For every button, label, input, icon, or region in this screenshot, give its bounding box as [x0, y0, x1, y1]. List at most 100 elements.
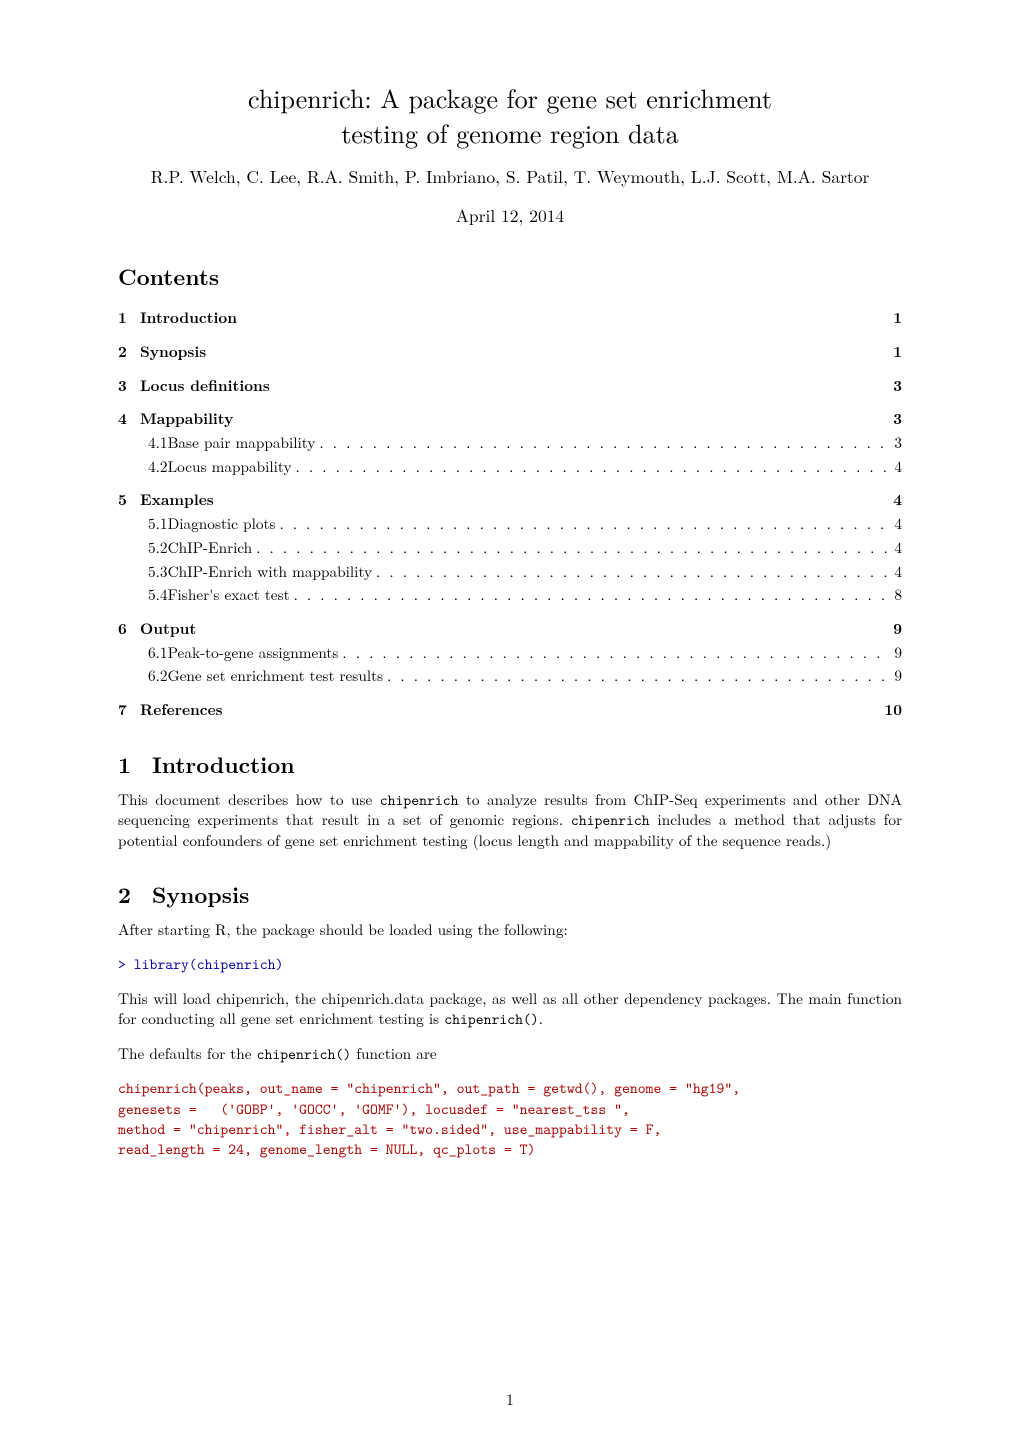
toc-subnumber: 4.2	[148, 455, 168, 479]
toc-subnumber: 6.1	[148, 641, 168, 665]
toc-page: 8	[894, 583, 902, 607]
toc-page: 4	[894, 536, 902, 560]
code-inline: chipenrich()	[444, 1009, 539, 1029]
toc-subnumber: 5.3	[148, 560, 168, 584]
toc-number: 2	[118, 340, 140, 364]
toc-leaders	[342, 641, 890, 665]
toc-row: 4 Mappability 3	[118, 407, 902, 431]
section-title: Introduction	[152, 748, 295, 780]
toc-number: 6	[118, 617, 140, 641]
toc-number: 3	[118, 374, 140, 398]
toc-leaders	[294, 583, 891, 607]
code-block-library: > library(chipenrich)	[118, 954, 902, 974]
text: .	[539, 1008, 543, 1029]
toc-label: Diagnostic plots	[168, 512, 276, 536]
toc-row: 5 Examples 4	[118, 488, 902, 512]
toc-label: Examples	[140, 488, 214, 512]
toc-row: 6.1 Peak-to-gene assignments 9	[118, 641, 902, 665]
toc-page: 4	[878, 488, 902, 512]
toc-page: 4	[894, 455, 902, 479]
toc-label: Output	[140, 617, 196, 641]
toc-row: 3 Locus definitions 3	[118, 374, 902, 398]
toc-page: 3	[894, 431, 902, 455]
toc-row: 7 References 10	[118, 698, 902, 722]
toc-section-2: 2 Synopsis 1	[118, 340, 902, 364]
section-2-heading: 2Synopsis	[118, 878, 902, 910]
toc-number: 1	[118, 306, 140, 330]
toc-page: 9	[894, 664, 902, 688]
toc-row: 5.3 ChIP-Enrich with mappability 4	[118, 560, 902, 584]
section-1-paragraph: This document describes how to use chipe…	[118, 790, 902, 852]
contents-heading: Contents	[118, 260, 902, 292]
toc-page: 10	[878, 698, 902, 722]
toc-leaders	[256, 536, 890, 560]
toc-row: 5.2 ChIP-Enrich 4	[118, 536, 902, 560]
section-2-paragraph-2: This will load chipenrich, the chipenric…	[118, 989, 902, 1030]
toc-label: Locus definitions	[140, 374, 270, 398]
toc-leaders	[279, 512, 890, 536]
toc-row: 2 Synopsis 1	[118, 340, 902, 364]
table-of-contents: 1 Introduction 1 2 Synopsis 1 3 Locus de…	[118, 306, 902, 722]
toc-label: Base pair mappability	[168, 431, 316, 455]
code-inline: chipenrich()	[257, 1044, 352, 1064]
toc-label: Introduction	[140, 306, 237, 330]
section-1-heading: 1Introduction	[118, 748, 902, 780]
toc-subnumber: 5.4	[148, 583, 168, 607]
toc-label: Synopsis	[140, 340, 206, 364]
page-number: 1	[0, 1389, 1020, 1410]
toc-label: References	[140, 698, 223, 722]
toc-number: 7	[118, 698, 140, 722]
toc-page: 1	[878, 306, 902, 330]
toc-row: 1 Introduction 1	[118, 306, 902, 330]
title-line-1: chipenrich: A package for gene set enric…	[248, 79, 772, 116]
text: This document describes how to use	[118, 789, 380, 810]
toc-row: 4.2 Locus mappability 4	[118, 455, 902, 479]
toc-row: 5.4 Fisher's exact test 8	[118, 583, 902, 607]
toc-number: 4	[118, 407, 140, 431]
text: The defaults for the	[118, 1043, 257, 1064]
toc-number: 5	[118, 488, 140, 512]
toc-section-7: 7 References 10	[118, 698, 902, 722]
toc-row: 5.1 Diagnostic plots 4	[118, 512, 902, 536]
toc-page: 3	[878, 407, 902, 431]
toc-label: ChIP-Enrich with mappability	[168, 560, 372, 584]
toc-leaders	[387, 664, 890, 688]
toc-page: 9	[878, 617, 902, 641]
code-inline: chipenrich	[380, 790, 459, 810]
toc-row: 6 Output 9	[118, 617, 902, 641]
document-title: chipenrich: A package for gene set enric…	[118, 80, 902, 150]
toc-page: 9	[894, 641, 902, 665]
code-inline: chipenrich	[571, 810, 650, 830]
toc-section-3: 3 Locus definitions 3	[118, 374, 902, 398]
section-2-paragraph-3: The defaults for the chipenrich() functi…	[118, 1044, 902, 1065]
toc-row: 6.2 Gene set enrichment test results 9	[118, 664, 902, 688]
toc-section-6: 6 Output 9 6.1 Peak-to-gene assignments …	[118, 617, 902, 688]
toc-leaders	[319, 431, 890, 455]
toc-page: 4	[894, 560, 902, 584]
page: chipenrich: A package for gene set enric…	[0, 0, 1020, 1442]
toc-page: 4	[894, 512, 902, 536]
title-line-2: testing of genome region data	[341, 114, 678, 151]
toc-page: 1	[878, 340, 902, 364]
section-title: Synopsis	[152, 878, 249, 910]
code-block-defaults: chipenrich(peaks, out_name = "chipenrich…	[118, 1078, 902, 1159]
section-number: 2	[118, 878, 152, 910]
toc-label: Fisher's exact test	[168, 583, 290, 607]
date-line: April 12, 2014	[118, 203, 902, 228]
toc-subnumber: 6.2	[148, 664, 168, 688]
toc-label: Gene set enrichment test results	[168, 664, 384, 688]
toc-section-4: 4 Mappability 3 4.1 Base pair mappabilit…	[118, 407, 902, 478]
toc-row: 4.1 Base pair mappability 3	[118, 431, 902, 455]
toc-subnumber: 4.1	[148, 431, 168, 455]
toc-leaders	[296, 455, 891, 479]
toc-subnumber: 5.1	[148, 512, 168, 536]
toc-label: Locus mappability	[168, 455, 292, 479]
toc-label: ChIP-Enrich	[168, 536, 253, 560]
section-number: 1	[118, 748, 152, 780]
toc-subnumber: 5.2	[148, 536, 168, 560]
toc-leaders	[376, 560, 890, 584]
toc-section-5: 5 Examples 4 5.1 Diagnostic plots 4 5.2 …	[118, 488, 902, 607]
text: function are	[351, 1043, 436, 1064]
toc-label: Mappability	[140, 407, 233, 431]
section-2-paragraph-1: After starting R, the package should be …	[118, 920, 902, 941]
